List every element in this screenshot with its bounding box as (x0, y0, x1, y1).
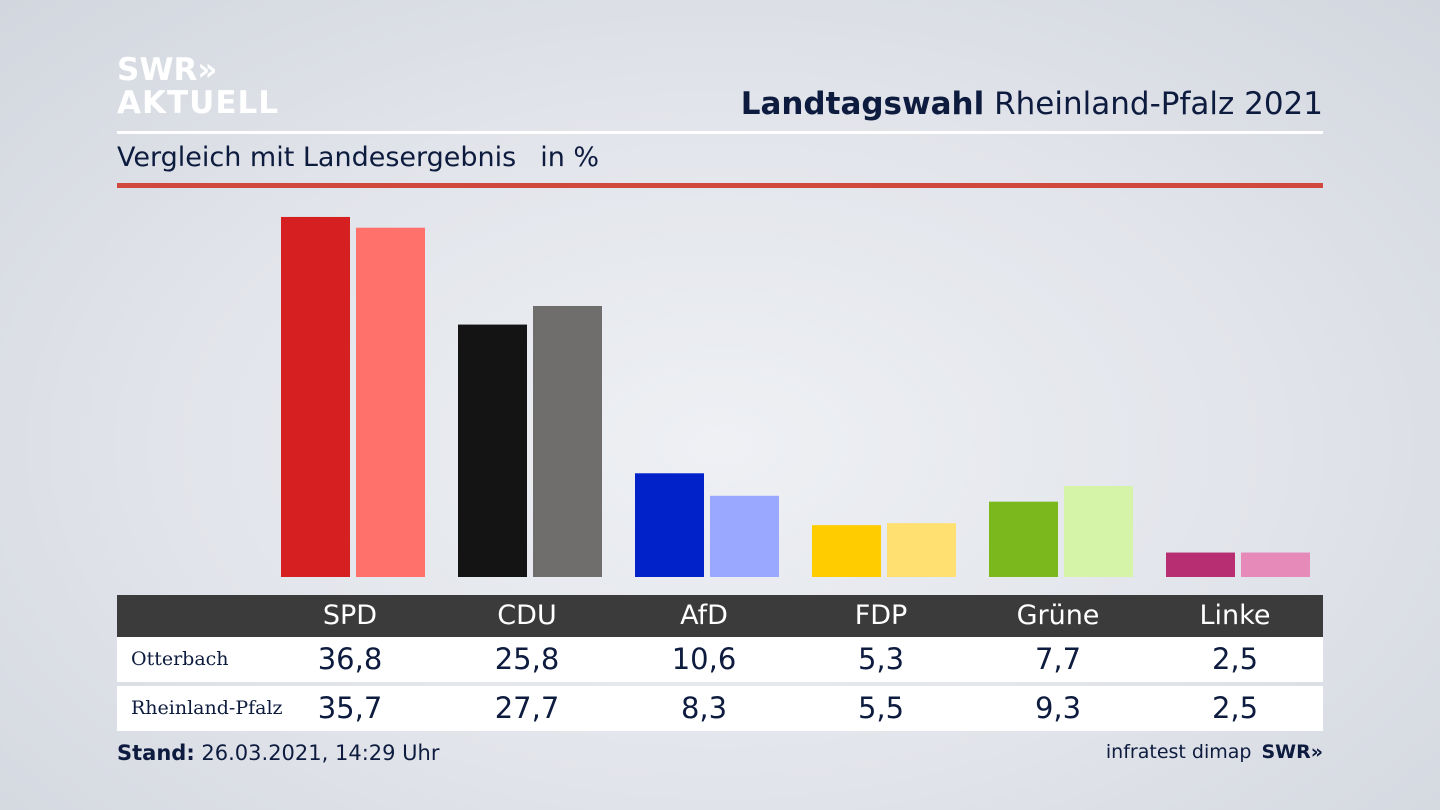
logo-line-2: AKTUELL (117, 85, 280, 121)
value-cell: 8,3 (680, 691, 728, 725)
unit-label: in % (540, 142, 600, 173)
title-rest: Rheinland-Pfalz 2021 (984, 86, 1323, 122)
value-cell: 36,8 (317, 642, 383, 676)
header-cell-cdu: CDU (497, 600, 557, 631)
logo-line-1: SWR» (117, 52, 218, 88)
value-cell: 9,3 (1034, 691, 1082, 725)
swr-aktuell-logo: SWR» AKTUELL (117, 54, 279, 120)
page-title: Landtagswahl Rheinland-Pfalz 2021 (741, 86, 1323, 122)
header-divider (117, 131, 1323, 134)
bar-spd-otterbach (281, 216, 350, 577)
value-cell: 10,6 (671, 642, 737, 676)
row-label: Rheinland-Pfalz (131, 697, 283, 719)
row-label: Otterbach (131, 648, 229, 670)
accent-divider (117, 183, 1323, 188)
header-cell-linke: Linke (1199, 600, 1271, 631)
value-cell: 7,7 (1034, 642, 1082, 676)
value-cell: 35,7 (317, 691, 383, 725)
results-table: SPD CDU AfD FDP Grüne Linke Otterbach 36… (117, 595, 1323, 731)
bar-grne-otterbach (989, 501, 1058, 577)
bar-fdp-otterbach (812, 525, 881, 577)
stand-label: Stand: (117, 741, 195, 765)
timestamp: Stand: 26.03.2021, 14:29 Uhr (117, 741, 440, 765)
table-row-otterbach: Otterbach 36,8 25,8 10,6 5,3 7,7 2,5 (117, 637, 1323, 682)
bar-grne-rheinland-pfalz (1064, 486, 1133, 577)
header-cell-afd: AfD (680, 600, 728, 631)
source-credit: infratest dimap SWR» (1106, 741, 1323, 763)
bar-cdu-otterbach (458, 324, 527, 577)
header-cell-fdp: FDP (854, 600, 908, 631)
bar-afd-otterbach (635, 473, 704, 577)
bar-linke-otterbach (1166, 552, 1235, 577)
bar-spd-rheinland-pfalz (356, 227, 425, 577)
swr-logo-small: SWR» (1261, 741, 1323, 763)
bar-cdu-rheinland-pfalz (533, 305, 602, 577)
value-cell: 2,5 (1211, 691, 1259, 725)
value-cell: 25,8 (494, 642, 560, 676)
source-text: infratest dimap (1105, 741, 1252, 763)
stand-value: 26.03.2021, 14:29 Uhr (194, 741, 440, 765)
chart-subtitle: Vergleich mit Landesergebnis in % (117, 142, 599, 173)
header-cell-spd: SPD (322, 600, 378, 631)
subtitle-text: Vergleich mit Landesergebnis (117, 142, 517, 173)
table-header: SPD CDU AfD FDP Grüne Linke (117, 595, 1323, 637)
value-cell: 2,5 (1211, 642, 1259, 676)
value-cell: 5,3 (857, 642, 905, 676)
bar-afd-rheinland-pfalz (710, 495, 779, 577)
title-bold: Landtagswahl (740, 86, 985, 122)
value-cell: 5,5 (857, 691, 905, 725)
table-row-rheinland-pfalz: Rheinland-Pfalz 35,7 27,7 8,3 5,5 9,3 2,… (117, 686, 1323, 731)
header-cell-gruene: Grüne (1016, 600, 1100, 631)
value-cell: 27,7 (494, 691, 560, 725)
bar-linke-rheinland-pfalz (1241, 552, 1310, 577)
bar-fdp-rheinland-pfalz (887, 523, 956, 577)
